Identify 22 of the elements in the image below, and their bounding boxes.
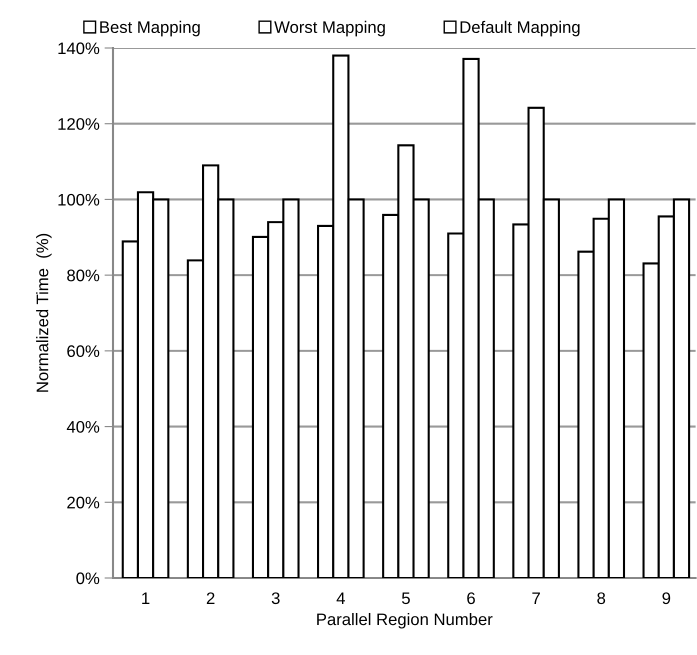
x-tick-label: 6 (467, 592, 475, 604)
y-tick-label: 140% (58, 42, 100, 54)
x-tick-label: 2 (206, 592, 214, 604)
legend-label: Best Mapping (100, 20, 200, 36)
x-tick-label: 3 (272, 592, 280, 604)
y-tick-label: 40% (66, 420, 100, 433)
y-tick-label: 80% (67, 270, 100, 282)
x-tick-label: 4 (336, 592, 345, 604)
y-tick-label: 60% (67, 345, 100, 358)
legend-label: Default Mapping (460, 20, 580, 36)
legend-label: Worst Mapping (274, 20, 385, 36)
y-tick-label: 120% (58, 118, 100, 130)
x-tick-label: 7 (532, 592, 540, 604)
x-tick-label: 5 (402, 592, 410, 604)
y-tick-label: 100% (58, 194, 100, 206)
x-tick-label: 8 (597, 592, 606, 604)
y-tick-label: 0% (76, 572, 100, 584)
x-axis-title: Parallel Region Number (317, 612, 492, 629)
y-axis-title: Normalized Time (%) (36, 234, 52, 392)
x-tick-label: 9 (662, 592, 670, 604)
y-tick-label: 20% (67, 496, 100, 508)
x-tick-label: 1 (142, 592, 150, 604)
